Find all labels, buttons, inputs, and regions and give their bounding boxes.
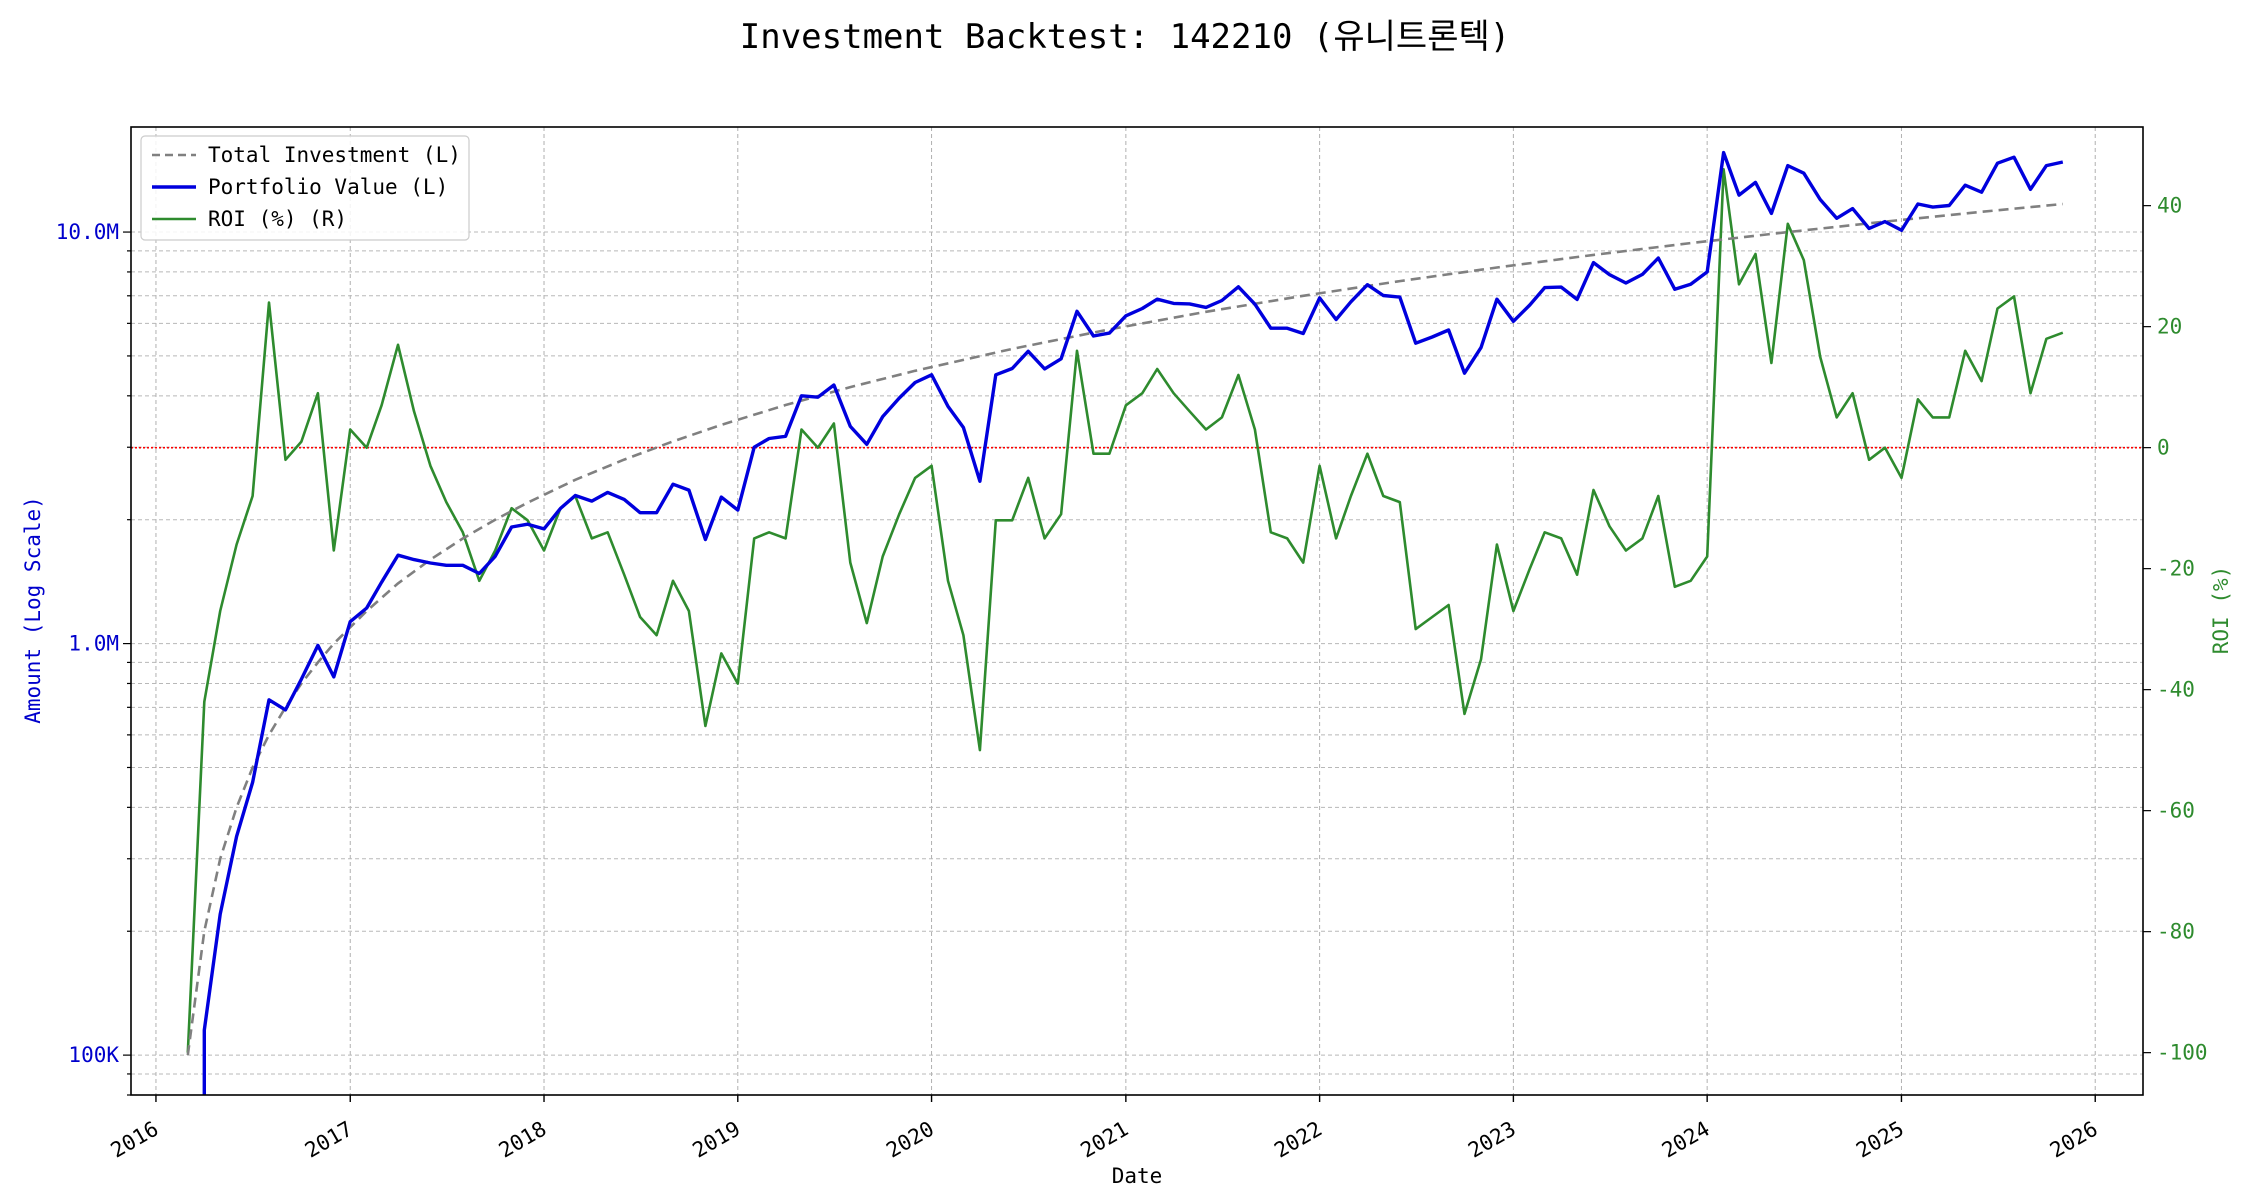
total-investment-line [186, 202, 2063, 1056]
x-tick-label: 2016 [107, 1117, 163, 1163]
series-lines [131, 150, 2143, 1095]
x-tick-label: 2017 [301, 1117, 357, 1163]
x-tick-label: 2024 [1658, 1117, 1714, 1163]
x-tick-label: 2025 [1852, 1117, 1908, 1163]
y-right-tick-label: -80 [2157, 920, 2195, 944]
y-right-axis-label: ROI (%) [2209, 566, 2233, 655]
x-tick-label: 2019 [688, 1117, 744, 1163]
legend-entry-label: ROI (%) (R) [208, 207, 347, 231]
x-tick-label: 2022 [1270, 1117, 1326, 1163]
y-right-tick-label: -60 [2157, 799, 2195, 823]
y-right-tick-label: -40 [2157, 678, 2195, 702]
legend-box [140, 135, 470, 241]
x-tick-label: 2021 [1077, 1117, 1133, 1163]
legend-entry-label: Total Investment (L) [208, 143, 461, 167]
y-right-tick-label: 40 [2157, 194, 2182, 218]
axis-ticks: 2016 2017 2018 2019 2020 2021 2022 2023 2024 2025… [56, 194, 2208, 1163]
legend-entry-label: Portfolio Value (L) [208, 175, 448, 199]
portfolio-value-line [202, 150, 2064, 1095]
x-tick-label: 2023 [1464, 1117, 1520, 1163]
x-tick-label: 2026 [2046, 1117, 2102, 1163]
chart-title: Investment Backtest: 142210 (유니트론텍) [740, 17, 1511, 57]
y-right-tick-label: 20 [2157, 315, 2182, 339]
plot-frame [130, 126, 2144, 1096]
y-left-tick-label: 100K [68, 1043, 119, 1067]
x-tick-label: 2020 [882, 1117, 938, 1163]
grid [131, 127, 2143, 1096]
roi-line [186, 168, 2064, 1053]
x-tick-label: 2018 [495, 1117, 551, 1163]
y-right-tick-label: 0 [2157, 436, 2170, 460]
y-left-axis-label: Amount (Log Scale) [21, 496, 45, 724]
y-right-tick-label: -20 [2157, 557, 2195, 581]
y-left-tick-label: 1.0M [68, 632, 119, 656]
y-left-tick-label: 10.0M [56, 220, 119, 244]
y-right-tick-label: -100 [2157, 1041, 2208, 1065]
legend: Total Investment (L) Portfolio Value (L) R… [140, 135, 470, 241]
x-axis-label: Date [1112, 1164, 1163, 1188]
